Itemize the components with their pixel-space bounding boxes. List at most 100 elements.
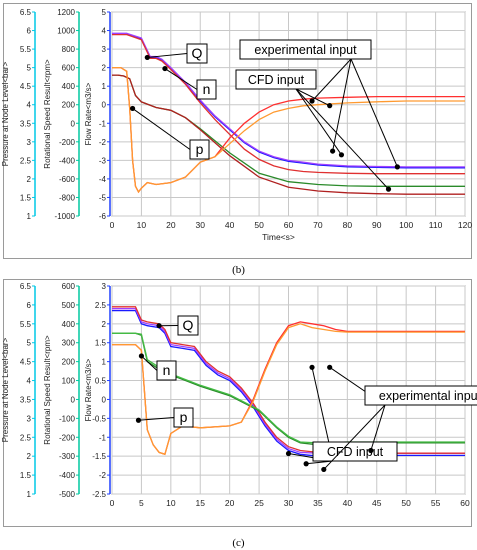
- y-tick-label: 6: [27, 301, 32, 310]
- leader-line: [138, 417, 175, 421]
- annotation-point: [327, 364, 333, 370]
- annotation: Q: [144, 43, 208, 64]
- annotation-point: [156, 323, 162, 329]
- y-tick-label: -2.5: [92, 490, 106, 499]
- y-tick-label: 2: [27, 175, 32, 184]
- y-tick-label: 400: [62, 320, 76, 329]
- y-tick-label: -600: [59, 175, 76, 184]
- annotation: n: [162, 65, 217, 100]
- series-line: [112, 33, 465, 169]
- annotation-label: p: [180, 409, 188, 425]
- y-tick-label: 4: [102, 27, 107, 36]
- series-line: [112, 33, 465, 175]
- leader-line: [147, 53, 188, 58]
- y-tick-label: 4.5: [20, 358, 32, 367]
- y-tick-label: 6.5: [20, 8, 32, 17]
- y-tick-label: -2: [99, 471, 107, 480]
- y-tick-label: 1: [102, 358, 107, 367]
- y-tick-label: 5: [102, 8, 107, 17]
- y-tick-label: 200: [62, 101, 76, 110]
- x-tick-label: 10: [137, 220, 147, 230]
- y-tick-label: -0.5: [92, 414, 106, 423]
- leader-line: [141, 355, 158, 371]
- x-tick-label: 40: [343, 498, 353, 508]
- x-tick-label: 20: [225, 498, 235, 508]
- leader-line: [164, 68, 198, 90]
- x-tick-label: 60: [284, 220, 294, 230]
- y-axis-title: Rotational Speed Result<rpm>: [43, 335, 52, 445]
- x-tick-label: 70: [313, 220, 323, 230]
- annotation-box: [196, 79, 217, 100]
- y-tick-label: 6: [27, 27, 32, 36]
- y-tick-label: -200: [59, 138, 76, 147]
- leader-line: [323, 404, 386, 470]
- annotation-point: [309, 98, 315, 104]
- y-tick-label: -300: [59, 452, 76, 461]
- y-tick-label: 3.5: [20, 119, 32, 128]
- leader-line: [132, 108, 191, 150]
- chart-panel-c: 0 5 10 15 20 25 30 35 40 45 50 55 60 6.5 6 5.5 5 4.5 4 3.5 3…: [0, 276, 477, 530]
- y-tick-label: 5.5: [20, 320, 32, 329]
- annotation: p: [135, 407, 194, 428]
- y-tick-label: 4: [27, 101, 32, 110]
- x-tick-label: 0: [110, 220, 115, 230]
- y-tick-label: 3: [27, 414, 32, 423]
- annotation-point: [309, 364, 315, 370]
- caption-b: (b): [232, 264, 245, 276]
- y-tick-label: -4: [99, 175, 107, 184]
- x-tick-label: 25: [254, 498, 264, 508]
- annotation-box: [235, 69, 317, 90]
- x-tick-label: 50: [254, 220, 264, 230]
- x-tick-label: 35: [313, 498, 323, 508]
- leader-line: [332, 58, 352, 152]
- y-tick-label: 4: [27, 377, 32, 386]
- annotation-point: [338, 152, 345, 158]
- y-tick-label: -1: [99, 433, 107, 442]
- x-tick-label: 45: [372, 498, 382, 508]
- y-axis-title: Pressure at Node Level<bar>: [1, 337, 10, 442]
- annotation-box: [156, 360, 177, 381]
- leader-line: [350, 58, 398, 168]
- annotation-point: [303, 461, 309, 467]
- annotation-point: [327, 103, 333, 109]
- y-tick-label: 100: [62, 377, 76, 386]
- y-tick-label: 3.5: [20, 395, 32, 404]
- y-tick-label: 1: [102, 82, 107, 91]
- annotation-point: [162, 65, 168, 72]
- annotation: Q: [156, 315, 199, 336]
- x-tick-label: 80: [343, 220, 353, 230]
- annotation-label: n: [203, 81, 211, 97]
- leader-line: [370, 404, 386, 451]
- x-tick-label: 15: [196, 498, 206, 508]
- x-tick-label: 40: [225, 220, 235, 230]
- y-tick-label: 1.5: [20, 471, 32, 480]
- y-tick-label: 2: [102, 64, 107, 73]
- y-tick-label: -5: [99, 193, 107, 202]
- x-tick-label: 110: [429, 220, 443, 230]
- annotation-point: [368, 447, 374, 454]
- y-tick-label: -400: [59, 156, 76, 165]
- y-tick-label: -1: [99, 119, 107, 128]
- annotation: experimental input: [321, 364, 477, 473]
- x-tick-label: 90: [372, 220, 382, 230]
- y-tick-label: -100: [59, 414, 76, 423]
- y-tick-label: -500: [59, 490, 76, 499]
- x-tick-label: 10: [166, 498, 176, 508]
- y-tick-label: 5: [27, 64, 32, 73]
- y-tick-label: 0: [71, 395, 76, 404]
- annotation-label: experimental input: [254, 43, 357, 57]
- y-tick-label: 1: [27, 212, 32, 221]
- y-tick-label: 1: [27, 490, 32, 499]
- y-tick-label: 0: [102, 395, 107, 404]
- y-tick-label: 1200: [57, 8, 75, 17]
- y-tick-label: 6.5: [20, 282, 32, 291]
- annotation-point: [144, 54, 150, 61]
- x-tick-label: 50: [401, 498, 411, 508]
- annotation-label: CFD input: [248, 73, 305, 87]
- y-tick-label: 2.5: [20, 156, 32, 165]
- y-tick-label: 1000: [57, 27, 75, 36]
- y-tick-label: -800: [59, 193, 76, 202]
- y-axis-title: Pressure at Node Level<bar>: [1, 61, 10, 166]
- annotation-box: [239, 39, 372, 60]
- x-tick-label: 30: [196, 220, 206, 230]
